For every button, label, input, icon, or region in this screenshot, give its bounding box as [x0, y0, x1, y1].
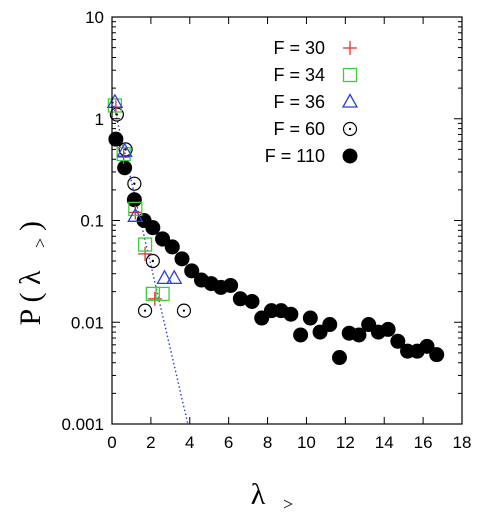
legend-label: F = 34	[273, 65, 325, 85]
axes-layer: 0 2 4 6 8 10 12 14 16 18 0.001 0.01 0.1 1 10	[61, 8, 471, 452]
legend-symbol	[343, 41, 357, 55]
y-axis-title: P ( λ > )	[14, 221, 50, 326]
data-point	[116, 142, 133, 157]
legend-symbol	[342, 148, 358, 164]
data-point	[380, 321, 396, 337]
legend-symbol	[342, 121, 358, 137]
data-point	[138, 246, 153, 261]
data-point	[184, 263, 200, 279]
data-point	[429, 347, 445, 363]
legend-label: F = 60	[273, 119, 325, 139]
y-axis-title-main: P ( λ	[14, 270, 47, 326]
x-tick-label: 0	[107, 433, 116, 452]
data-point	[174, 251, 190, 267]
data-point	[223, 277, 239, 293]
data-point	[293, 327, 309, 343]
data-point	[145, 220, 161, 236]
data-point	[390, 333, 406, 349]
legend: F = 30 F = 34 F = 36 F = 60 F = 110	[265, 38, 359, 166]
data-point	[155, 232, 170, 247]
data-point	[116, 150, 131, 165]
data-point	[176, 303, 192, 318]
y-tick-label: 0.001	[61, 415, 104, 434]
x-tick-label: 8	[263, 433, 272, 452]
x-axis-title: λ >	[251, 478, 293, 514]
legend-entry: F = 34	[273, 65, 358, 85]
x-tick-label: 12	[336, 433, 355, 452]
y-tick-label: 1	[95, 110, 104, 129]
data-point	[128, 201, 143, 217]
series-filled-circle	[108, 131, 445, 366]
data-point	[332, 350, 347, 366]
data-point	[127, 176, 142, 191]
y-tick-label: 0.1	[80, 212, 104, 231]
data-point	[155, 286, 170, 302]
data-point	[145, 286, 160, 302]
series-circle-dot	[109, 107, 192, 318]
x-tick-label: 6	[224, 433, 233, 452]
data-point	[166, 269, 183, 285]
y-axis-title-close: )	[14, 221, 47, 231]
data-point	[419, 338, 435, 354]
x-tick-label: 14	[375, 433, 394, 452]
data-point	[106, 93, 124, 108]
data-point	[302, 310, 318, 326]
data-point	[126, 192, 142, 208]
y-axis-title-sub: >	[30, 238, 50, 248]
data-points-layer	[106, 93, 445, 366]
y-tick-label: 0.01	[71, 313, 104, 332]
data-point	[351, 327, 367, 343]
data-point	[322, 317, 338, 333]
legend-label: F = 30	[273, 38, 325, 58]
x-tick-label: 16	[414, 433, 433, 452]
legend-label: F = 36	[273, 92, 325, 112]
legend-symbol	[342, 67, 358, 83]
data-point	[137, 303, 153, 318]
data-point	[137, 237, 153, 252]
data-point	[244, 293, 260, 309]
y-tick-label: 10	[85, 8, 104, 27]
x-axis-title-sub: >	[283, 494, 293, 514]
x-tick-label: 18	[453, 433, 472, 452]
data-point	[283, 306, 299, 322]
legend-label: F = 110	[265, 146, 325, 166]
x-tick-label: 4	[185, 433, 194, 452]
data-point	[117, 160, 133, 176]
data-point	[164, 239, 180, 255]
data-point	[145, 253, 160, 269]
legend-symbol	[341, 93, 359, 108]
legend-entry: F = 30	[273, 38, 357, 58]
data-point	[127, 207, 144, 222]
legend-entry: F = 36	[273, 92, 359, 112]
data-point	[156, 269, 173, 285]
legend-entry: F = 60	[273, 119, 358, 139]
x-axis-title-main: λ	[251, 478, 266, 511]
x-tick-label: 10	[297, 433, 316, 452]
x-tick-label: 2	[146, 433, 155, 452]
legend-entry: F = 110	[265, 146, 358, 166]
